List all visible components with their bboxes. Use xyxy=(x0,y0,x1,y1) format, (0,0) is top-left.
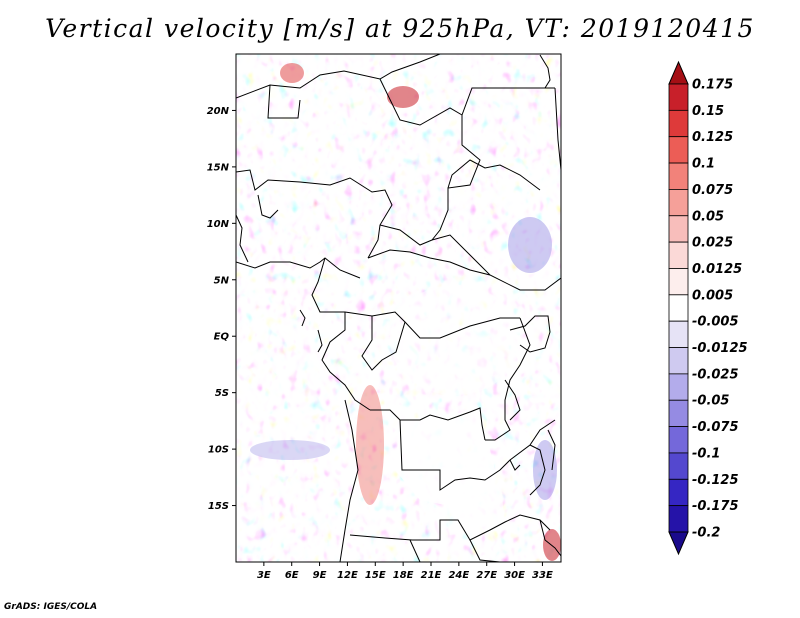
colorbar-label: -0.0125 xyxy=(692,341,748,356)
colorbar-segment xyxy=(668,294,689,322)
colorbar-segment xyxy=(668,320,689,348)
lon-tick-label: 21E xyxy=(421,570,442,581)
colorbar-label: 0.1 xyxy=(692,157,715,172)
lon-tick-label: 18E xyxy=(393,570,414,581)
grads-credit: GrADS: IGES/COLA xyxy=(4,602,98,612)
colorbar-segment xyxy=(668,109,689,138)
colorbar-label: 0.15 xyxy=(692,104,724,119)
lon-tick-label: 33E xyxy=(532,570,553,581)
colorbar-segment xyxy=(668,136,689,164)
country-borders xyxy=(236,54,561,562)
colorbar-segment xyxy=(668,268,689,296)
lat-tick-label: 15N xyxy=(207,162,230,173)
colorbar-label: 0.125 xyxy=(692,130,733,145)
colorbar-label: -0.025 xyxy=(692,367,739,382)
lat-tick-label: 20N xyxy=(207,106,230,117)
map-frame xyxy=(235,53,562,563)
colorbar-bottom-arrow xyxy=(668,531,689,556)
colorbar-label: 0.175 xyxy=(692,78,733,93)
longitude-axis: 3E 6E 9E 12E 15E 18E 21E 24E 27E 30E 33E xyxy=(257,562,553,581)
colorbar: 0.175 0.15 0.125 0.1 0.075 0.05 0.025 0.0125 0.0… xyxy=(668,60,748,556)
colorbar-label: 0.05 xyxy=(692,209,724,224)
lat-tick-label: 10N xyxy=(207,219,230,230)
lat-tick-label: 15S xyxy=(208,501,229,512)
lon-tick-label: 24E xyxy=(448,570,469,581)
lon-tick-label: 27E xyxy=(476,570,497,581)
colorbar-label: 0.0125 xyxy=(692,262,742,277)
colorbar-segment xyxy=(668,426,689,454)
lat-tick-label: 5N xyxy=(214,275,230,286)
colorbar-segment xyxy=(668,241,689,269)
lon-tick-label: 3E xyxy=(257,570,271,581)
lon-tick-label: 9E xyxy=(313,570,327,581)
colorbar-label: -0.2 xyxy=(692,526,720,541)
colorbar-label: -0.1 xyxy=(692,446,720,461)
lat-tick-label: EQ xyxy=(214,332,230,343)
colorbar-segment xyxy=(668,478,689,507)
colorbar-segment xyxy=(668,162,689,190)
colorbar-label: -0.175 xyxy=(692,499,739,514)
lon-tick-label: 12E xyxy=(337,570,358,581)
colorbar-segment xyxy=(668,83,689,111)
colorbar-label: 0.005 xyxy=(692,288,733,303)
lon-tick-label: 30E xyxy=(504,570,525,581)
colorbar-segment xyxy=(668,373,689,401)
colorbar-label: -0.005 xyxy=(692,315,739,330)
colorbar-label: -0.05 xyxy=(692,394,729,409)
colorbar-segment xyxy=(668,505,689,533)
colorbar-segment xyxy=(668,347,689,375)
latitude-axis: 20N 15N 10N 5N EQ 5S 10S 15S xyxy=(207,106,236,512)
colorbar-segment xyxy=(668,452,689,480)
velocity-field xyxy=(236,54,561,562)
lat-tick-label: 10S xyxy=(208,445,229,456)
colorbar-label: -0.075 xyxy=(692,420,739,435)
lon-tick-label: 6E xyxy=(285,570,299,581)
colorbar-label: 0.025 xyxy=(692,236,733,251)
colorbar-segment xyxy=(668,189,689,217)
colorbar-top-arrow xyxy=(668,60,689,85)
plot-title: Vertical velocity [m/s] at 925hPa, VT: 2… xyxy=(45,14,755,43)
colorbar-label: 0.075 xyxy=(692,183,733,198)
lon-tick-label: 15E xyxy=(365,570,386,581)
colorbar-label: -0.125 xyxy=(692,473,739,488)
colorbar-segment xyxy=(668,215,689,243)
lat-tick-label: 5S xyxy=(215,388,229,399)
colorbar-segment xyxy=(668,399,689,427)
